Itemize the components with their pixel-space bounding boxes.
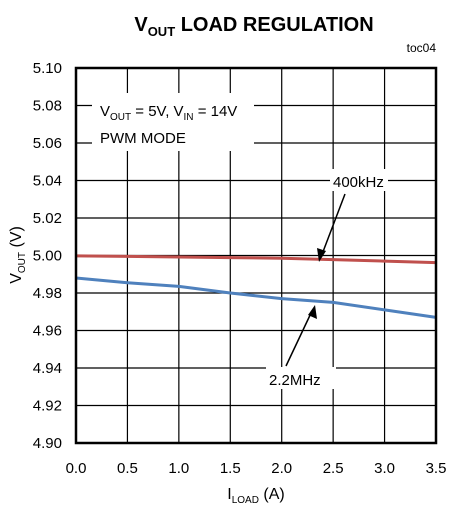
callout-400khz-line [320,193,346,258]
series-layer [75,254,437,319]
series-line-2-2mhz [75,276,437,319]
x-tick-label: 1.5 [220,460,241,477]
conditions-line-2: PWM MODE [100,130,186,147]
callout-400khz: 400kHz [317,169,388,262]
y-tick-label: 4.92 [33,398,62,415]
x-tick-label: 2.5 [323,460,344,477]
y-tick-label: 5.04 [33,173,62,190]
callout-400khz-arrowhead [317,248,326,262]
conditions-line-1: VOUT = 5V, VIN = 14V [100,103,237,123]
y-tick-labels: 5.10 5.08 5.06 5.04 5.02 5.00 4.98 4.96 4.94 4.92… [33,60,62,452]
callout-2-2mhz-line [285,310,313,367]
callout-2-2mhz-arrowhead [308,305,317,319]
x-tick-labels: 0.0 0.5 1.0 1.5 2.0 2.5 3.0 3.5 [66,460,447,477]
chart-tag: toc04 [407,41,437,55]
y-axis-label: VOUT (V) [8,226,28,284]
callout-2-2mhz-label: 2.2MHz [269,372,321,389]
x-tick-label: 0.0 [66,460,87,477]
y-tick-label: 5.08 [33,98,62,115]
y-tick-label: 4.90 [33,435,62,452]
chart-title: VOUT LOAD REGULATION [134,14,373,39]
y-tick-label: 4.94 [33,360,62,377]
conditions-note: VOUT = 5V, VIN = 14V PWM MODE [92,93,254,151]
y-tick-label: 5.06 [33,135,62,152]
callout-400khz-label: 400kHz [333,174,384,191]
x-tick-label: 3.0 [374,460,395,477]
y-tick-label: 4.96 [33,323,62,340]
plot-frame [74,66,438,445]
callout-2-2mhz: 2.2MHz [266,305,336,389]
x-axis-label: ILOAD (A) [227,486,284,506]
x-tick-label: 3.5 [426,460,447,477]
x-tick-label: 0.5 [117,460,138,477]
y-tick-label: 5.02 [33,210,62,227]
conditions-note-background [92,93,254,151]
x-tick-label: 2.0 [271,460,292,477]
callout-400khz-background [330,169,388,191]
callout-2-2mhz-background [266,367,336,389]
y-tick-label: 4.98 [33,285,62,302]
y-tick-label: 5.10 [33,60,62,77]
series-line-400khz [75,254,437,265]
x-tick-label: 1.0 [168,460,189,477]
y-tick-label: 5.00 [33,248,62,265]
